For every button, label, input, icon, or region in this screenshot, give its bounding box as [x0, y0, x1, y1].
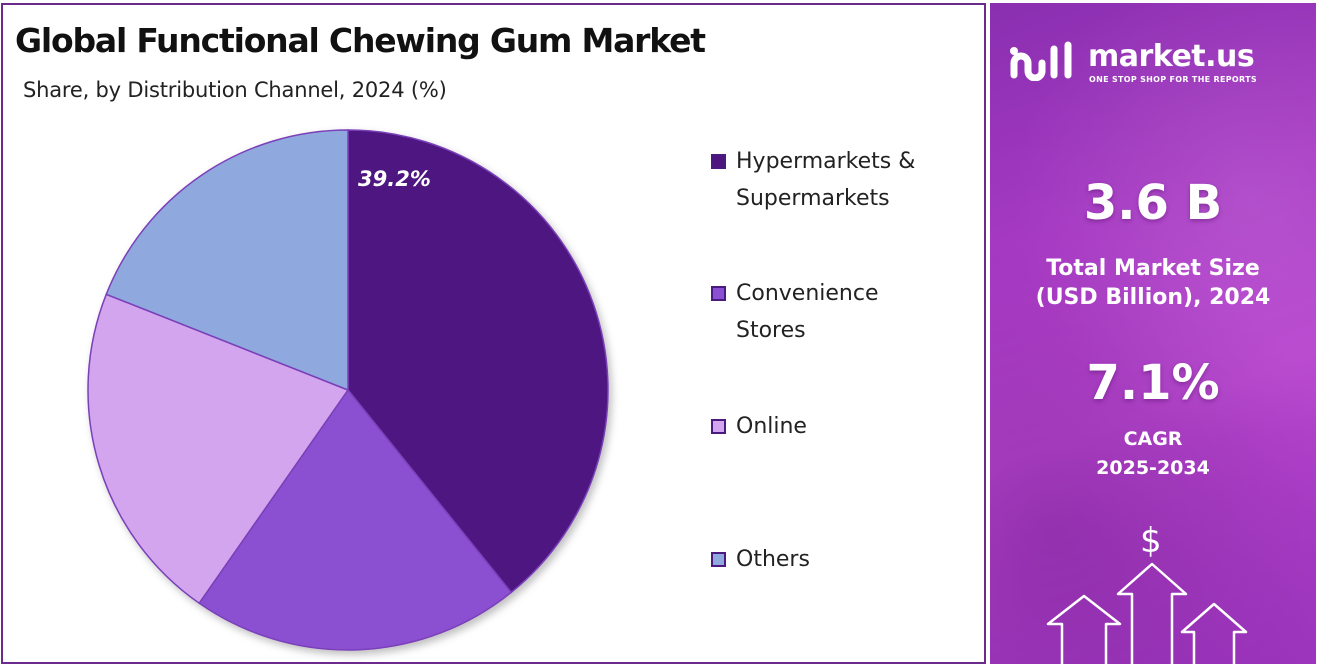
legend-item-hypermarkets-supermarkets: Hypermarkets & Supermarkets	[711, 143, 966, 217]
pie-chart: 39.2%	[87, 129, 609, 651]
legend-label: Others	[736, 547, 810, 572]
brand-name: market.us	[1088, 39, 1255, 74]
slice-hypermarkets-supermarkets	[347, 129, 609, 594]
legend-swatch	[711, 419, 726, 434]
market-us-logo-icon	[1010, 41, 1072, 81]
legend-label: Hypermarkets & Supermarkets	[736, 149, 916, 211]
market-size-label: Total Market Size (USD Billion), 2024	[1035, 256, 1271, 310]
legend-item-online: Online	[711, 408, 966, 445]
growth-arrows-icon	[1046, 562, 1248, 664]
brand-tagline: ONE STOP SHOP FOR THE REPORTS	[1089, 75, 1257, 84]
chart-panel: 39.2% Global Functional Chewing Gum Mark…	[1, 3, 986, 664]
chart-title: Global Functional Chewing Gum Market	[15, 21, 706, 60]
legend-swatch	[711, 154, 726, 169]
legend-swatch	[711, 286, 726, 301]
stats-sidebar: market.us ONE STOP SHOP FOR THE REPORTS …	[990, 3, 1316, 664]
slice-online	[87, 293, 350, 605]
cagr-label: CAGR 2025-2034	[1096, 428, 1210, 479]
brand: market.us ONE STOP SHOP FOR THE REPORTS	[1008, 39, 1308, 89]
market-size-value: 3.6 B	[1083, 175, 1223, 231]
chart-subtitle: Share, by Distribution Channel, 2024 (%)	[23, 78, 447, 102]
background-veil	[990, 3, 1316, 664]
legend-label: Convenience Stores	[736, 281, 879, 343]
dollar-icon: $	[1140, 521, 1162, 561]
cagr-value: 7.1%	[1086, 355, 1220, 411]
legend-swatch	[711, 552, 726, 567]
slice-convenience-stores	[198, 388, 513, 651]
legend-item-convenience-stores: Convenience Stores	[711, 275, 966, 349]
legend-item-others: Others	[711, 541, 966, 578]
slice-others	[105, 129, 349, 392]
legend-label: Online	[736, 414, 807, 439]
data-label: 39.2%	[358, 167, 431, 191]
